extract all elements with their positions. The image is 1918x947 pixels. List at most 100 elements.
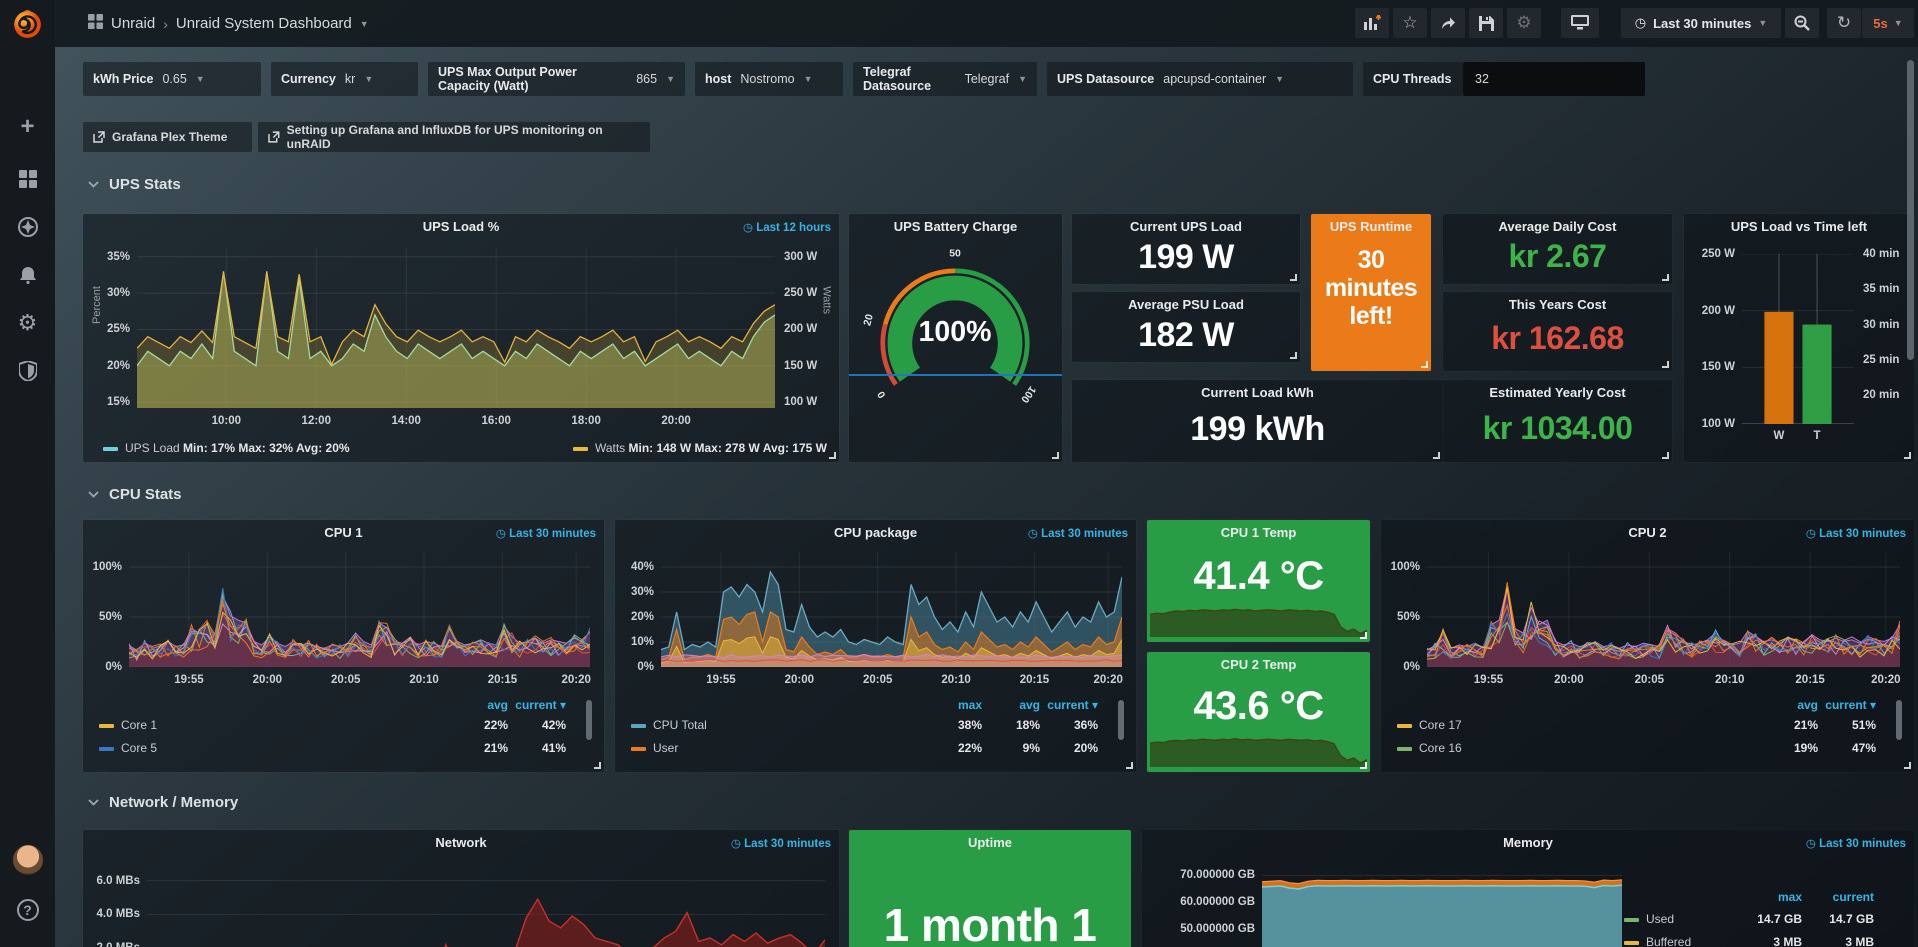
panel-title[interactable]: This Years Cost [1508,297,1607,312]
legend-col-avg[interactable]: avg [487,698,508,712]
section-header-ups-stats[interactable]: UPS Stats [88,176,181,193]
panel-title[interactable]: Average PSU Load [1128,297,1244,312]
grafana-logo[interactable] [9,5,46,42]
panel-title[interactable]: CPU 2 Temp [1220,657,1297,672]
panel-title[interactable]: Average Daily Cost [1498,219,1617,234]
save-button[interactable] [1469,8,1503,38]
chevron-down-icon[interactable]: ▼ [359,18,369,29]
legend-col-avg[interactable]: avg [1019,698,1040,712]
panel-title[interactable]: UPS Load % [422,219,500,234]
legend-col-current[interactable]: current ▾ [515,698,566,712]
panel-title[interactable]: CPU package [833,525,918,540]
legend-item[interactable]: UPS Load Min: 17% Max: 32% Avg: 20% [103,441,350,455]
dashboards-icon[interactable] [0,162,55,196]
zoom-out-button[interactable] [1785,8,1819,38]
share-button[interactable] [1431,8,1465,38]
alerting-bell-icon[interactable] [0,258,55,292]
section-header-network-memory[interactable]: Network / Memory [88,794,238,811]
panel-title[interactable]: Network [435,835,487,850]
section-header-cpu-stats[interactable]: CPU Stats [88,486,182,503]
dashboard-title[interactable]: Unraid System Dashboard [175,15,352,32]
variable-kwh-price[interactable]: kWh Price 0.65 ▼ [83,62,261,96]
panel-title[interactable]: CPU 2 [1628,525,1667,540]
variable-ups-max-output[interactable]: UPS Max Output Power Capacity (Watt) 865 ▼ [428,62,685,96]
link-ups-monitoring-guide[interactable]: Setting up Grafana and InfluxDB for UPS … [258,122,650,152]
cpu-threads-input[interactable]: 32 [1463,62,1645,96]
panel-title[interactable]: Memory [1503,835,1553,850]
settings-gear-icon[interactable]: ⚙ [1507,8,1541,38]
variable-telegraf-datasource[interactable]: Telegraf Datasource Telegraf ▼ [853,62,1037,96]
help-icon[interactable]: ? [0,893,55,927]
refresh-interval-dropdown[interactable]: 5s ▼ [1862,8,1914,38]
legend-swatch [99,746,114,751]
legend-item[interactable]: Watts Min: 148 W Max: 278 W Avg: 175 W [572,441,827,455]
legend-col-max[interactable]: max [1777,890,1802,904]
series-line-core6 [1427,588,1900,659]
chart-plot[interactable]: 40% 30% 20% 10% 0% 19:55 20:00 20:05 20:10 20:15 2… [631,552,1123,686]
create-icon[interactable]: + [20,113,35,140]
time-info[interactable]: ◷ Last 30 minutes [1805,838,1906,850]
legend-col-max[interactable]: max [957,698,982,712]
legend-col-avg[interactable]: avg [1797,698,1818,712]
legend-series-name[interactable]: User [653,741,679,755]
series-area-used [1262,885,1622,947]
page-scrollbar[interactable] [1907,60,1914,360]
add-panel-button[interactable] [1355,8,1389,38]
legend-row[interactable]: CPU Total 36% 18% 38% [631,718,1124,741]
chart-plot[interactable]: 250 W 200 W 150 W 100 W 40 min 35 min 30 min 25… [1702,248,1900,442]
legend-row[interactable]: Used 14.7 GB 14.7 GB [1624,912,1874,935]
cycle-view-button[interactable] [1561,8,1599,38]
legend-row[interactable]: Core 5 41% 21% [99,741,592,764]
panel-title[interactable]: CPU 1 Temp [1220,525,1297,540]
legend-row[interactable]: User 20% 9% 22% [631,741,1124,764]
legend-row[interactable]: Core 1 42% 22% [99,718,592,741]
configuration-gear-icon[interactable]: ⚙ [17,310,38,335]
panel-title[interactable]: Estimated Yearly Cost [1489,385,1626,400]
refresh-button[interactable]: ↻ [1827,8,1861,38]
variable-host[interactable]: host Nostromo ▼ [695,62,843,96]
panel-title[interactable]: UPS Battery Charge [893,219,1018,234]
y-tick: 100 W [1701,418,1735,430]
time-info[interactable]: ◷ Last 30 minutes [1805,528,1906,540]
legend-col-current[interactable]: current [1832,890,1874,904]
legend-col-current[interactable]: current ▾ [1047,698,1098,712]
chart-plot[interactable]: 6.0 MBs 4.0 MBs 2.0 MBs [97,862,825,947]
panel-title[interactable]: Uptime [967,835,1013,850]
chart-plot[interactable]: 35% 30% 25% 20% 15% 300 W 250 W 200 W 150 W 100 W… [107,248,817,427]
time-info[interactable]: ◷ Last 30 minutes [495,528,596,540]
time-info[interactable]: ◷ Last 30 minutes [1027,528,1128,540]
panel-title[interactable]: Current UPS Load [1130,219,1242,234]
panel-title[interactable]: UPS Runtime [1329,219,1413,234]
server-admin-shield-icon[interactable] [0,354,55,388]
legend-row[interactable]: Buffered 3 MB 3 MB [1624,935,1874,947]
legend-scrollbar[interactable] [586,700,592,740]
legend-series-name[interactable]: Core 5 [121,741,158,755]
legend-series-name[interactable]: Core 16 [1419,741,1462,755]
chart-plot[interactable]: 100% 50% 0% 19:55 20:00 20:05 20:10 20:15 20:20 [1391,552,1901,686]
legend-series-name[interactable]: Core 1 [121,718,158,732]
panel-title[interactable]: Current Load kWh [1201,385,1314,400]
time-range-picker[interactable]: ◷ Last 30 minutes ▼ [1621,8,1781,38]
explore-icon[interactable] [0,210,55,244]
legend-row[interactable]: Core 16 47% 19% [1397,741,1902,764]
time-info[interactable]: ◷ Last 30 minutes [730,838,831,850]
legend-scrollbar[interactable] [1118,700,1124,740]
legend-col-current[interactable]: current ▾ [1825,698,1876,712]
legend-scrollbar[interactable] [1896,700,1902,740]
dashboard-grid-icon[interactable] [88,13,103,34]
variable-ups-datasource[interactable]: UPS Datasource apcupsd-container ▼ [1047,62,1353,96]
breadcrumb-root[interactable]: Unraid [111,15,156,32]
chart-plot[interactable]: 100% 50% 0% 19:55 20:00 20:05 20:10 20:15 20:20 [93,552,591,686]
link-grafana-plex-theme[interactable]: Grafana Plex Theme [83,122,252,152]
star-button[interactable]: ☆ [1393,8,1427,38]
panel-title[interactable]: UPS Load vs Time left [1730,219,1868,234]
avatar[interactable] [0,843,55,877]
legend-series-name[interactable]: Core 17 [1419,718,1462,732]
legend-series-name[interactable]: CPU Total [653,718,707,732]
panel-title[interactable]: CPU 1 [324,525,363,540]
x-tick: 20:00 [252,674,283,686]
time-info[interactable]: ◷ Last 12 hours [742,222,831,234]
variable-currency[interactable]: Currency kr ▼ [271,62,418,96]
legend-row[interactable]: Core 17 51% 21% [1397,718,1902,741]
chart-plot[interactable]: 70.000000 GB 60.000000 GB 50.000000 GB [1180,862,1622,947]
